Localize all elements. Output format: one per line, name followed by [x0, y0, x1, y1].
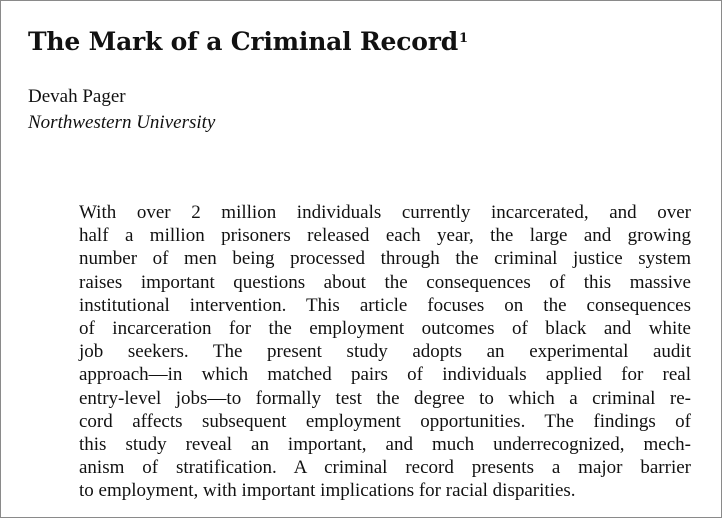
paper-title-text: The Mark of a Criminal Record: [28, 27, 459, 56]
abstract-line: of incarceration for the employment outc…: [79, 318, 691, 340]
author-name: Devah Pager: [28, 86, 126, 107]
title-footnote-marker: 1: [459, 31, 468, 46]
abstract-line: institutional intervention. This article…: [79, 294, 691, 316]
abstract-line: number of men being processed through th…: [79, 248, 691, 270]
abstract-line: raises important questions about the con…: [79, 271, 691, 293]
abstract: With over 2 million individuals currentl…: [79, 201, 691, 503]
abstract-line: With over 2 million individuals currentl…: [79, 202, 691, 223]
abstract-line: approach—in which matched pairs of indiv…: [79, 364, 691, 386]
paper-title: The Mark of a Criminal Record1: [28, 25, 468, 59]
abstract-line: anism of stratification. A criminal reco…: [79, 457, 691, 479]
abstract-line: entry-level jobs—to formally test the de…: [79, 387, 691, 409]
abstract-line: cord affects subsequent employment oppor…: [79, 410, 691, 432]
abstract-line: this study reveal an important, and much…: [79, 434, 691, 456]
abstract-line: job seekers. The present study adopts an…: [79, 341, 691, 363]
abstract-line: half a million prisoners released each y…: [79, 225, 691, 247]
abstract-line: to employment, with important implicatio…: [79, 480, 576, 502]
author-affiliation: Northwestern University: [28, 112, 216, 133]
